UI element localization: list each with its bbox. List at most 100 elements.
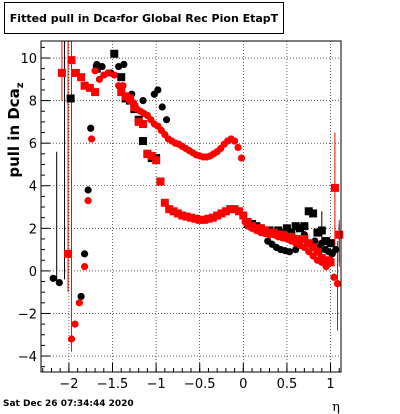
data-point-square (248, 222, 257, 231)
x-tick-label: 0 (239, 377, 247, 392)
data-point-square (117, 88, 126, 97)
data-point-square (243, 217, 252, 226)
chart-title-suffix: for Global Rec Pion EtapT (120, 11, 279, 25)
data-point-circle (234, 143, 242, 152)
data-point-circle (77, 292, 85, 301)
data-point-square (291, 222, 300, 231)
data-point-square (335, 230, 344, 239)
data-point-square (278, 230, 287, 239)
data-point-square (326, 239, 335, 248)
data-point-square (313, 228, 322, 237)
data-point-square (287, 232, 296, 241)
data-point-square (300, 234, 309, 243)
data-point-square (304, 207, 313, 216)
data-point-square (296, 234, 305, 243)
data-point-square (139, 137, 148, 146)
data-point-square (204, 214, 213, 223)
data-point-circle (84, 186, 92, 194)
data-point-square (71, 68, 80, 77)
data-point-square (274, 226, 283, 235)
data-point-square (64, 249, 73, 258)
x-tick-label: −1.5 (97, 377, 129, 392)
data-point-square (85, 83, 94, 92)
data-point-square (300, 222, 309, 231)
data-point-square (322, 237, 331, 246)
data-point-circle (81, 263, 89, 271)
data-point-square (173, 209, 182, 218)
y-tick-label: 8 (29, 95, 37, 110)
data-point-square (291, 234, 300, 243)
x-tick-label: −2 (59, 377, 78, 392)
data-point-square (152, 156, 161, 165)
data-point-circle (49, 274, 57, 282)
data-point-square (221, 207, 230, 216)
x-tick-label: −1 (147, 377, 166, 392)
data-point-square (187, 213, 195, 222)
data-point-square (139, 120, 148, 129)
data-point-square (261, 226, 270, 235)
y-tick-label: 6 (29, 137, 37, 152)
data-point-square (160, 198, 169, 207)
data-point-square (195, 215, 204, 224)
y-tick-label: −2 (18, 307, 37, 322)
data-point-square (309, 209, 318, 218)
data-point-square (117, 73, 126, 82)
data-point-square (282, 232, 291, 241)
data-point-square (322, 256, 331, 265)
x-axis-label: η (332, 400, 340, 414)
x-tick-label: 1 (326, 377, 334, 392)
data-point-circle (120, 60, 128, 69)
x-tick-label: −0.5 (184, 377, 216, 392)
data-point-square (234, 207, 243, 216)
data-point-circle (110, 71, 118, 79)
data-point-square (147, 151, 156, 160)
data-point-square (80, 81, 89, 90)
data-point-square (121, 92, 130, 101)
data-point-square (269, 228, 278, 237)
data-point-circle (75, 299, 83, 307)
data-point-circle (81, 250, 89, 258)
data-point-square (230, 205, 239, 214)
data-point-square (256, 224, 265, 233)
chart-title-sub: z (116, 14, 121, 22)
data-point-circle (91, 67, 99, 75)
data-point-square (156, 177, 165, 186)
data-point-square (77, 73, 86, 82)
data-point-square (282, 224, 291, 233)
data-point-square (165, 205, 174, 214)
y-tick-label: 2 (29, 222, 37, 237)
data-point-square (91, 88, 100, 97)
y-tick-labels: −4 −2 0 2 4 6 8 10 (18, 52, 37, 365)
data-point-circle (311, 237, 319, 245)
data-point-square (143, 149, 152, 158)
data-point-square (304, 239, 313, 248)
y-tick-label: 4 (29, 180, 37, 195)
date-stamp: Sat Dec 26 07:34:44 2020 (3, 399, 134, 409)
data-point-circle (71, 320, 79, 328)
y-tick-label: −4 (18, 350, 37, 365)
data-point-square (110, 49, 119, 58)
data-point-square (217, 209, 226, 218)
data-point-square (57, 68, 66, 77)
data-point-circle (158, 103, 166, 111)
error-bars (56, 41, 340, 352)
data-point-circle (231, 137, 239, 145)
data-point-square (313, 247, 322, 256)
y-axis-label-main: pull in Dca (5, 88, 23, 177)
data-point-circle (87, 124, 95, 132)
data-point-square (66, 94, 75, 103)
data-point-square (169, 207, 178, 216)
data-point-circle (162, 116, 171, 124)
data-point-circle (104, 69, 112, 77)
data-point-circle (332, 246, 340, 254)
data-point-square (178, 211, 187, 220)
data-point-circle (333, 280, 342, 288)
data-point-square (252, 224, 261, 233)
data-point-circle (154, 86, 162, 94)
data-point-square (191, 214, 200, 223)
data-point-square (317, 226, 326, 235)
data-points (49, 49, 344, 343)
y-axis-label-sub: z (15, 82, 26, 88)
data-point-square (274, 230, 283, 239)
